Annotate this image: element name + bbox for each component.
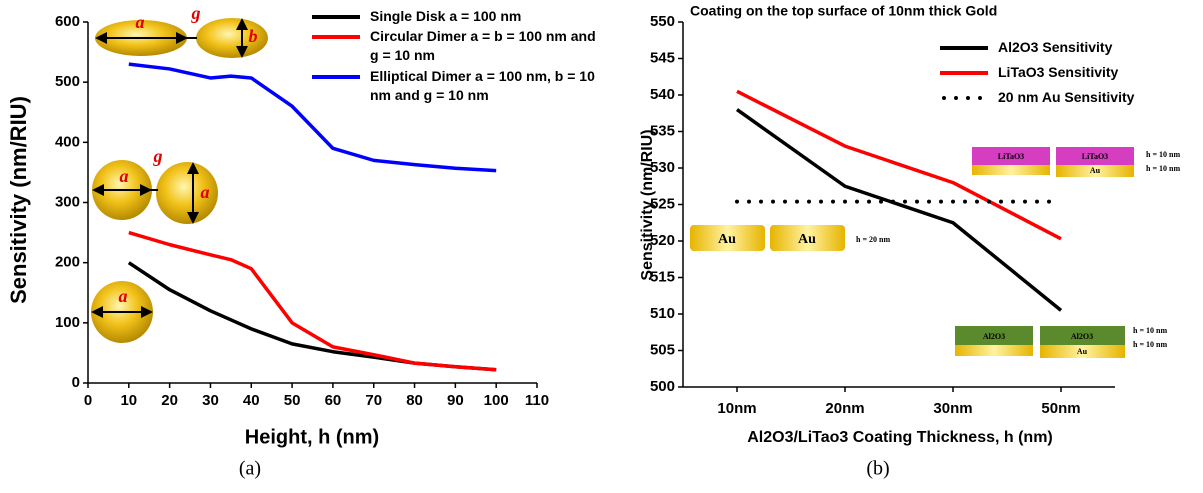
disk bbox=[770, 225, 845, 251]
y-tick-label: 540 bbox=[650, 86, 675, 103]
annotation: Al2O3 bbox=[1071, 332, 1093, 341]
y-tick-label: 300 bbox=[55, 193, 80, 210]
layer bbox=[1056, 165, 1134, 177]
y-tick-label: 400 bbox=[55, 133, 80, 150]
annotation: h = 20 nm bbox=[856, 235, 890, 244]
annotation: Au bbox=[1077, 347, 1088, 356]
legend-label: LiTaO3 Sensitivity bbox=[998, 64, 1119, 80]
y-tick-label: 510 bbox=[650, 305, 675, 322]
y-tick-label: 525 bbox=[650, 195, 675, 212]
disk bbox=[690, 225, 765, 251]
y-tick-label: 545 bbox=[650, 49, 675, 66]
legend-entry: Elliptical Dimer a = 100 nm, b = 10 nm a… bbox=[370, 68, 595, 103]
ellipsoid bbox=[196, 18, 268, 58]
y-tick-label: 200 bbox=[55, 254, 80, 271]
x-tick-label: 10nm bbox=[717, 400, 756, 417]
y-tick-label: 100 bbox=[55, 314, 80, 331]
series-line bbox=[128, 230, 497, 372]
annotation: Au bbox=[1090, 166, 1101, 175]
annotation: a bbox=[119, 286, 128, 306]
x-tick-label: 0 bbox=[84, 392, 92, 409]
x-tick-label: 50nm bbox=[1041, 400, 1080, 417]
y-tick-label: 600 bbox=[55, 13, 80, 30]
legend-entry: Circular Dimer a = b = 100 nm and g = 10… bbox=[370, 28, 596, 63]
annotation: g bbox=[153, 146, 163, 166]
layer bbox=[1056, 147, 1134, 165]
y-tick-label: 0 bbox=[72, 374, 80, 391]
annotation: g bbox=[191, 3, 201, 23]
layer bbox=[955, 345, 1033, 356]
legend-label: Circular Dimer a = b = 100 nm and g = 10… bbox=[370, 28, 596, 63]
caption: (b) bbox=[866, 458, 889, 480]
x-tick-label: 30 bbox=[202, 392, 219, 409]
legend-entry: 20 nm Au Sensitivity bbox=[998, 89, 1135, 105]
y-tick-label: 530 bbox=[650, 159, 675, 176]
y-tick-label: 500 bbox=[55, 73, 80, 90]
layer bbox=[1040, 326, 1125, 345]
annotation: a bbox=[136, 12, 145, 32]
x-tick-label: 20nm bbox=[825, 400, 864, 417]
layer bbox=[1040, 345, 1125, 358]
inset-a: a g b a g a a bbox=[91, 3, 268, 343]
x-tick-label: 70 bbox=[365, 392, 382, 409]
series-line bbox=[736, 89, 1062, 241]
legend-entry: Al2O3 Sensitivity bbox=[998, 39, 1113, 55]
legend-entry: LiTaO3 Sensitivity bbox=[998, 64, 1119, 80]
annotation: h = 10 nm bbox=[1146, 150, 1180, 159]
annotation: b bbox=[249, 26, 258, 46]
annotation: Al2O3 bbox=[983, 332, 1005, 341]
x-tick-label: 100 bbox=[484, 392, 509, 409]
legend-entry: Single Disk a = 100 nm bbox=[370, 8, 522, 24]
series-line bbox=[735, 108, 1063, 312]
x-tick-label: 90 bbox=[447, 392, 464, 409]
caption: (a) bbox=[239, 458, 261, 480]
annotation: h = 10 nm bbox=[1146, 164, 1180, 173]
y-tick-label: 500 bbox=[650, 378, 675, 395]
series-line bbox=[127, 261, 497, 372]
annotation: a bbox=[201, 182, 210, 202]
x-tick-label: 50 bbox=[284, 392, 301, 409]
y-tick-label: 520 bbox=[650, 232, 675, 249]
y-axis-label: Sensitivity (nm/RIU) bbox=[6, 96, 31, 304]
legend-label: Single Disk a = 100 nm bbox=[370, 8, 522, 24]
layer bbox=[955, 326, 1033, 345]
annotation: LiTaO3 bbox=[1082, 152, 1108, 161]
y-tick-label: 535 bbox=[650, 122, 675, 139]
x-axis-label: Al2O3/LiTao3 Coating Thickness, h (nm) bbox=[747, 429, 1053, 446]
x-tick-label: 60 bbox=[325, 392, 342, 409]
y-tick-label: 505 bbox=[650, 341, 675, 358]
x-tick-label: 110 bbox=[525, 392, 549, 409]
x-axis-label: Height, h (nm) bbox=[245, 426, 379, 448]
y-tick-label: 550 bbox=[650, 13, 675, 30]
x-tick-label: 20 bbox=[161, 392, 178, 409]
y-tick-label: 515 bbox=[650, 268, 675, 285]
annotation: h = 10 nm bbox=[1133, 326, 1167, 335]
chart-title: Coating on the top surface of 10nm thick… bbox=[690, 3, 997, 19]
annotation: a bbox=[120, 166, 129, 186]
annotation: Au bbox=[798, 232, 816, 247]
inset-b: LiTaO3 LiTaO3 Au h = 10 nm h = 10 nm Au … bbox=[690, 147, 1180, 358]
annotation: h = 10 nm bbox=[1133, 340, 1167, 349]
legend-label: Al2O3 Sensitivity bbox=[998, 39, 1113, 55]
x-tick-label: 10 bbox=[120, 392, 137, 409]
annotation: Au bbox=[718, 232, 736, 247]
layer bbox=[972, 165, 1050, 175]
legend-label: 20 nm Au Sensitivity bbox=[998, 89, 1135, 105]
legend-label: Elliptical Dimer a = 100 nm, b = 10 nm a… bbox=[370, 68, 595, 103]
series-line bbox=[128, 62, 497, 173]
annotation: LiTaO3 bbox=[998, 152, 1024, 161]
x-tick-label: 30nm bbox=[933, 400, 972, 417]
x-tick-label: 40 bbox=[243, 392, 260, 409]
x-tick-label: 80 bbox=[406, 392, 423, 409]
y-axis-label: Sensitivity (nm/RIU) bbox=[639, 129, 656, 280]
layer bbox=[972, 147, 1050, 165]
